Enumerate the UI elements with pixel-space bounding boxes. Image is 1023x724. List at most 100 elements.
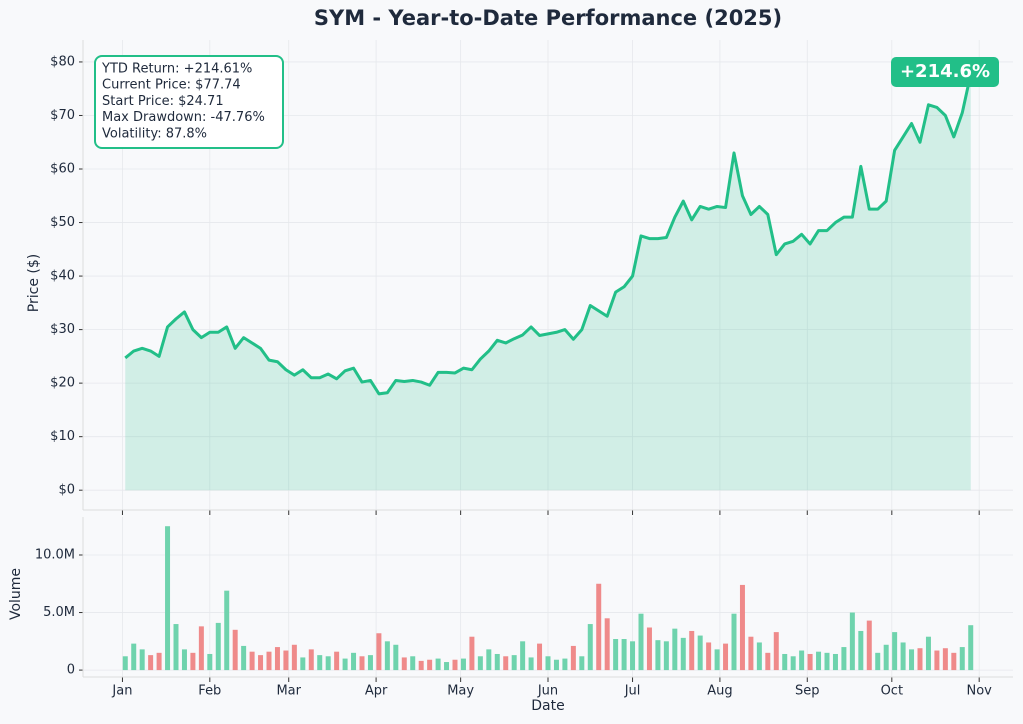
volume-bar <box>537 643 543 671</box>
volume-bar <box>934 650 940 671</box>
volume-bar <box>460 658 466 671</box>
y-tick-label: $40 <box>50 269 75 284</box>
stats-line: Start Price: $24.71 <box>102 94 224 109</box>
x-tick-label: Jan <box>111 684 132 699</box>
volume-bar <box>875 652 881 671</box>
volume-bar <box>866 620 872 671</box>
volume-bar <box>139 649 145 671</box>
volume-bar <box>477 656 483 671</box>
x-tick-label: Aug <box>707 684 732 699</box>
volume-bar <box>739 584 745 671</box>
y-tick-label: $80 <box>50 54 75 69</box>
volume-bar <box>452 659 458 671</box>
volume-bar <box>621 639 627 671</box>
volume-bar <box>824 652 830 671</box>
volume-bar <box>858 630 864 671</box>
volume-bar <box>181 649 187 671</box>
volume-bar <box>283 650 289 671</box>
volume-bar <box>731 613 737 671</box>
volume-bar <box>165 526 171 671</box>
y-tick-label: 0 <box>67 663 75 678</box>
volume-bar <box>925 636 931 671</box>
volume-bar <box>630 641 636 671</box>
volume-bar <box>773 632 779 671</box>
volume-bar <box>646 627 652 671</box>
volume-bar <box>900 642 906 671</box>
x-tick-label: Nov <box>966 684 992 699</box>
stats-line: Current Price: $77.74 <box>102 78 241 93</box>
badge-text: +214.6% <box>900 61 990 82</box>
volume-bar <box>274 647 280 671</box>
volume-bar <box>655 640 661 671</box>
volume-bar <box>765 652 771 671</box>
area <box>125 74 971 491</box>
volume-bar <box>494 653 500 671</box>
price-line <box>124 73 973 396</box>
x-tick-label: May <box>447 684 474 699</box>
volume-bar <box>790 656 796 671</box>
volume-bar <box>520 641 526 671</box>
volume-bar <box>469 636 475 671</box>
volume-bar <box>638 613 644 671</box>
volume-bar <box>122 656 128 671</box>
volume-bar <box>224 590 230 671</box>
volume-bar <box>951 652 957 671</box>
y-tick-label: 10.0M <box>35 547 75 562</box>
volume-bar <box>528 657 534 671</box>
volume-bar <box>714 649 720 671</box>
volume-bar <box>308 649 314 671</box>
volume-bar <box>207 653 213 671</box>
volume-bar <box>317 655 323 671</box>
stats-box-frame <box>94 55 284 149</box>
badge-box <box>891 57 999 87</box>
volume-bar <box>832 653 838 671</box>
y-tick-label: $0 <box>58 483 75 498</box>
volume-bar <box>680 637 686 671</box>
volume-bar <box>799 650 805 671</box>
volume-bar <box>334 651 340 671</box>
x-tick-label: Sep <box>795 684 820 699</box>
volume-bar <box>807 653 813 671</box>
stats-line: Volatility: 87.8% <box>102 126 207 141</box>
volume-bar <box>959 647 965 671</box>
volume-bar <box>917 648 923 671</box>
volume-bar <box>173 624 179 671</box>
volume-bar <box>486 649 492 671</box>
volume-bar <box>232 629 238 671</box>
volume-bar <box>410 656 416 671</box>
volume-bar <box>689 630 695 671</box>
volume-bar <box>325 656 331 671</box>
volume-bar <box>266 651 272 671</box>
volume-bar <box>706 642 712 671</box>
volume-bar <box>249 651 255 671</box>
volume-bar <box>258 655 264 671</box>
stats-line: YTD Return: +214.61% <box>101 62 252 77</box>
x-tick-label: Apr <box>365 684 388 699</box>
volume-bar <box>376 633 382 671</box>
volume-bar <box>672 628 678 671</box>
volume-bar <box>418 660 424 671</box>
stats-box: YTD Return: +214.61%Current Price: $77.7… <box>94 55 284 149</box>
chart-title: SYM - Year-to-Date Performance (2025) <box>314 6 782 30</box>
volume-bar <box>300 657 306 671</box>
volume-bar <box>883 644 889 671</box>
volume-bar <box>444 662 450 671</box>
volume-bar <box>427 659 433 671</box>
volume-bar <box>697 635 703 671</box>
volume-bar <box>604 618 610 671</box>
volume-bar <box>384 641 390 671</box>
x-tick-label: Oct <box>881 684 903 699</box>
y-tick-label: $20 <box>50 376 75 391</box>
y-tick-label: 5.0M <box>43 605 75 620</box>
y-tick-label: $30 <box>50 322 75 337</box>
volume-bar <box>782 653 788 671</box>
y-tick-label: $60 <box>50 162 75 177</box>
volume-bar <box>841 647 847 671</box>
x-tick-label: Feb <box>198 684 221 699</box>
volume-bar <box>613 639 619 671</box>
volume-bar <box>570 645 576 671</box>
volume-bar <box>942 648 948 671</box>
volume-bar <box>291 644 297 671</box>
